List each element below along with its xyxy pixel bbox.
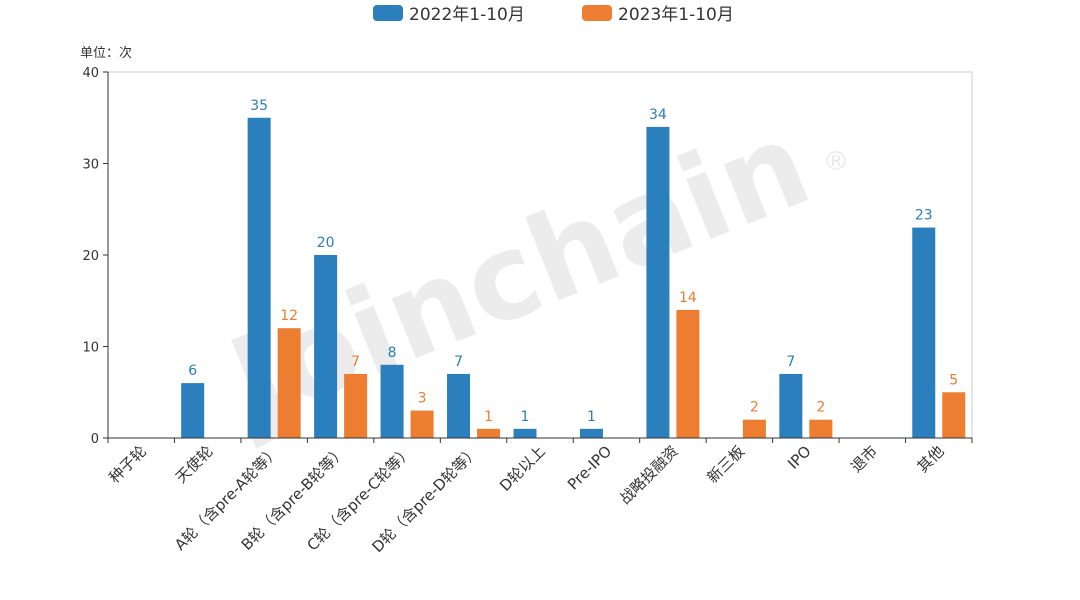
bar-series-1 xyxy=(646,126,670,439)
value-label-series-1: 35 xyxy=(250,98,268,114)
y-tick-label: 20 xyxy=(82,249,99,264)
x-tick-label: 战略投融资 xyxy=(616,442,682,508)
x-tick-label: 天使轮 xyxy=(172,442,217,487)
legend: 2022年1-10月 2023年1-10月 xyxy=(373,5,734,25)
legend-swatch-2 xyxy=(582,5,612,21)
bar-series-1 xyxy=(314,255,338,438)
value-label-series-2: 1 xyxy=(484,409,493,425)
bars xyxy=(181,117,966,439)
value-labels: 6 35 20 8 7 1 1 34 7 23 12 7 3 1 14 2 2 5 xyxy=(188,98,958,425)
y-axis: 0 10 20 30 40 xyxy=(82,66,109,447)
bar-series-1 xyxy=(579,428,603,438)
bar-series-1 xyxy=(247,117,271,438)
value-label-series-1: 7 xyxy=(454,354,463,370)
bar-series-1 xyxy=(380,364,404,438)
y-tick-label: 0 xyxy=(91,432,99,447)
bar-series-2 xyxy=(477,428,501,438)
legend-label-2: 2023年1-10月 xyxy=(618,5,734,25)
bar-series-1 xyxy=(912,227,936,438)
x-tick-label: Pre-IPO xyxy=(564,442,615,493)
y-tick-label: 10 xyxy=(82,341,99,356)
x-tick-label: 种子轮 xyxy=(106,442,151,487)
x-tick-label: IPO xyxy=(784,442,815,473)
value-label-series-1: 1 xyxy=(521,409,530,425)
legend-label-1: 2022年1-10月 xyxy=(409,5,525,25)
x-tick-label: 退市 xyxy=(847,442,881,476)
unit-label: 单位：次 xyxy=(80,45,132,61)
value-label-series-1: 6 xyxy=(188,363,197,379)
value-label-series-2: 12 xyxy=(280,308,298,324)
bar-series-2 xyxy=(676,309,700,438)
bar-series-2 xyxy=(410,410,434,438)
bar-series-2 xyxy=(742,419,766,438)
x-tick-label: D轮以上 xyxy=(496,442,549,495)
value-label-series-2: 14 xyxy=(679,290,697,306)
bar-series-1 xyxy=(779,373,803,438)
y-tick-label: 30 xyxy=(82,158,99,173)
value-label-series-2: 5 xyxy=(949,372,958,388)
value-label-series-1: 20 xyxy=(317,235,335,251)
bar-series-2 xyxy=(277,328,301,438)
legend-swatch-1 xyxy=(373,5,403,21)
value-label-series-2: 3 xyxy=(418,391,427,407)
watermark-registered-mark: ® xyxy=(823,147,849,177)
value-label-series-1: 7 xyxy=(786,354,795,370)
x-tick-label: 其他 xyxy=(914,442,948,476)
value-label-series-1: 23 xyxy=(915,208,933,224)
value-label-series-2: 2 xyxy=(816,400,825,416)
bar-series-1 xyxy=(181,383,205,438)
bar-series-2 xyxy=(942,392,966,438)
bar-series-2 xyxy=(809,419,833,438)
value-label-series-2: 2 xyxy=(750,400,759,416)
value-label-series-1: 8 xyxy=(388,345,397,361)
value-label-series-1: 34 xyxy=(649,107,667,123)
x-tick-label: 新三板 xyxy=(704,442,749,487)
y-tick-label: 40 xyxy=(82,66,99,81)
bar-series-1 xyxy=(447,373,471,438)
value-label-series-2: 7 xyxy=(351,354,360,370)
x-axis: 种子轮 天使轮A轮（含pre-A轮等）B轮（含pre-B轮等）C轮（含pre-C轮… xyxy=(106,437,973,556)
bar-series-2 xyxy=(344,373,368,438)
bar-series-1 xyxy=(513,428,537,438)
value-label-series-1: 1 xyxy=(587,409,596,425)
